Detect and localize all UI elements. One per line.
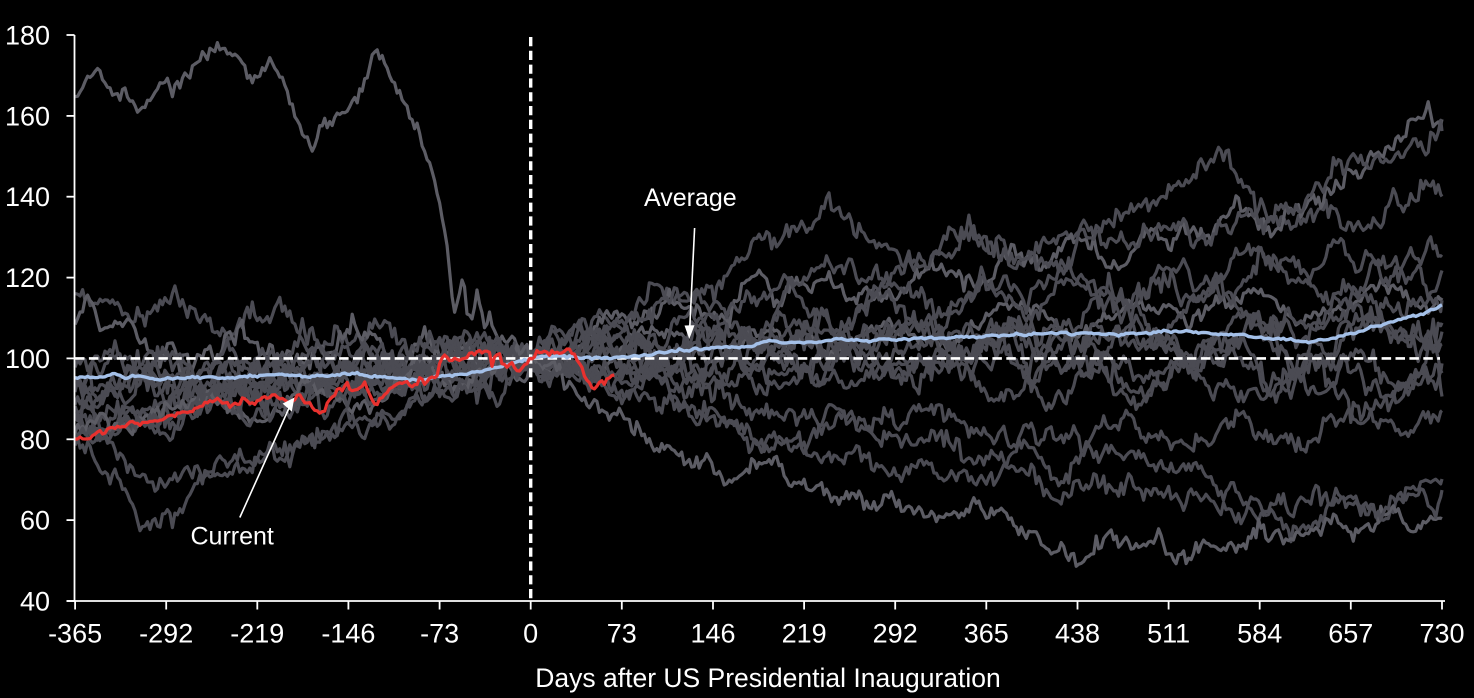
svg-text:-146: -146 <box>321 619 375 649</box>
svg-text:80: 80 <box>20 425 50 455</box>
svg-text:-365: -365 <box>48 619 102 649</box>
svg-text:160: 160 <box>5 101 50 131</box>
svg-text:120: 120 <box>5 263 50 293</box>
svg-text:Average: Average <box>644 184 737 212</box>
svg-text:-292: -292 <box>139 619 193 649</box>
svg-text:73: 73 <box>607 619 637 649</box>
svg-text:219: 219 <box>782 619 827 649</box>
svg-text:0: 0 <box>523 619 538 649</box>
svg-text:438: 438 <box>1055 619 1100 649</box>
svg-text:180: 180 <box>5 21 50 51</box>
svg-text:292: 292 <box>873 619 918 649</box>
svg-text:146: 146 <box>690 619 735 649</box>
svg-text:100: 100 <box>5 344 50 374</box>
svg-text:Current: Current <box>191 523 274 551</box>
svg-text:-219: -219 <box>230 619 284 649</box>
svg-text:365: 365 <box>964 619 1009 649</box>
svg-text:Days after US Presidential Ina: Days after US Presidential Inauguration <box>535 663 1000 693</box>
svg-text:40: 40 <box>20 587 50 617</box>
svg-text:730: 730 <box>1419 619 1464 649</box>
svg-text:60: 60 <box>20 506 50 536</box>
svg-text:657: 657 <box>1328 619 1373 649</box>
svg-text:584: 584 <box>1237 619 1282 649</box>
svg-text:511: 511 <box>1147 619 1190 649</box>
svg-text:-73: -73 <box>420 619 459 649</box>
svg-text:140: 140 <box>5 182 50 212</box>
